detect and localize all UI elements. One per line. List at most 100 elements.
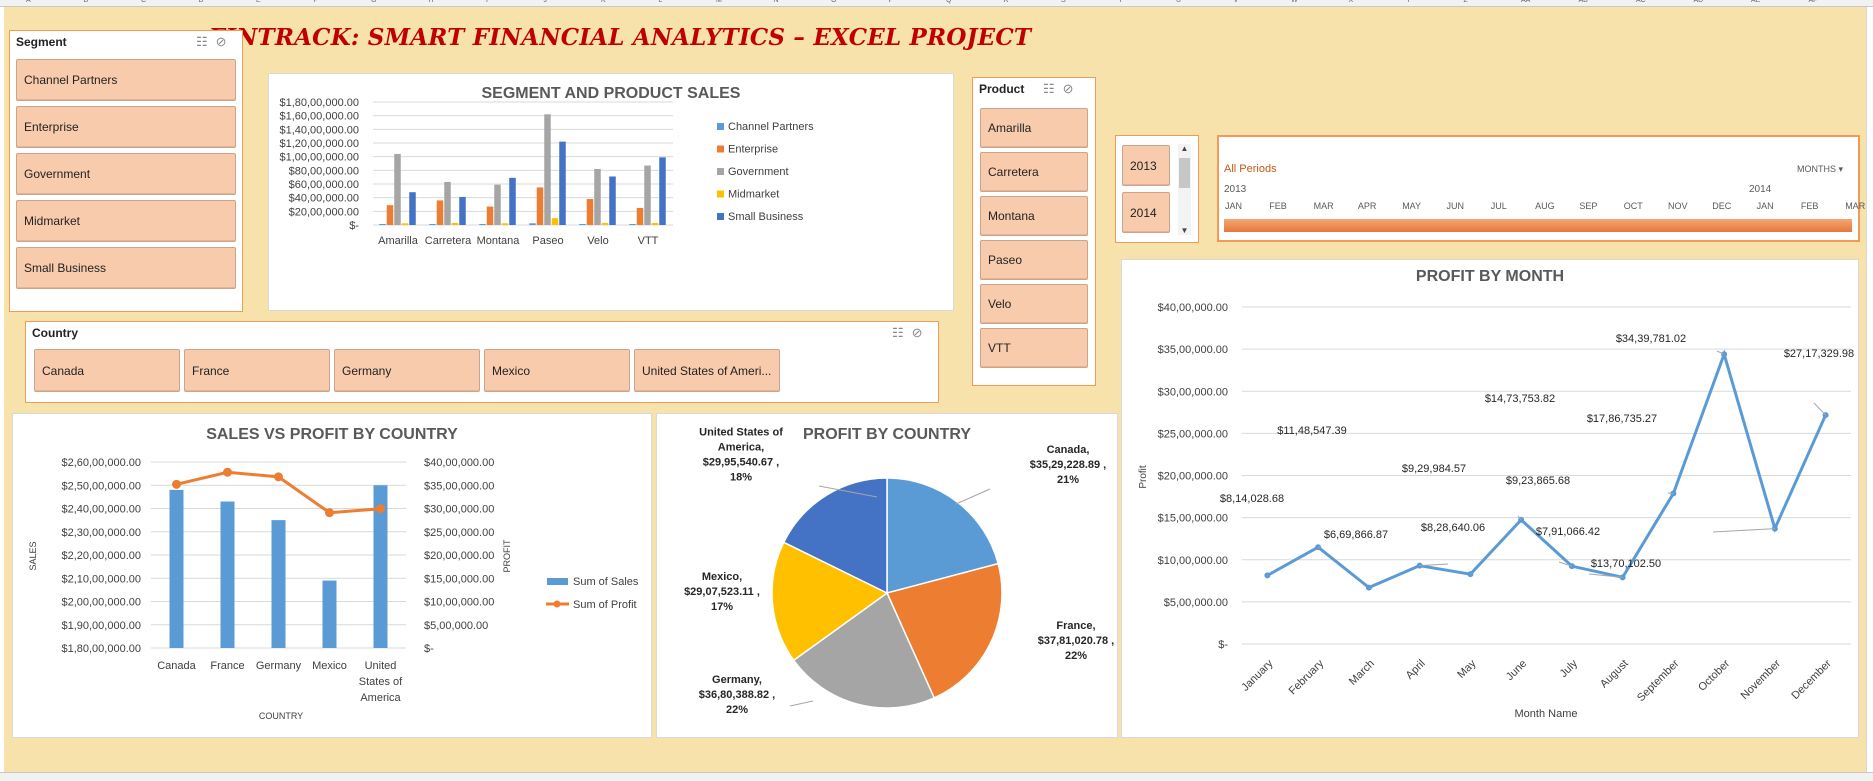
y-tick-label: $1,80,00,000.00 <box>279 97 359 109</box>
scroll-up-icon[interactable]: ▲ <box>1178 144 1191 153</box>
pie-data-label: America, <box>718 442 764 454</box>
timeline-month-14[interactable]: MAR <box>1845 201 1865 211</box>
product-item-velo[interactable]: Velo <box>980 284 1088 324</box>
column-header-i: I <box>486 0 488 4</box>
bar-montana-midmarket <box>502 223 509 225</box>
profit-by-country-chart: PROFIT BY COUNTRY Canada,$35,29,228.89 ,… <box>656 413 1118 738</box>
legend-swatch <box>717 146 724 153</box>
clear-filter-icon[interactable]: ⊘ <box>216 34 227 49</box>
multi-select-icon[interactable]: ☷ <box>892 325 904 340</box>
sales-bar-mexico <box>323 581 337 648</box>
x-axis-label: COUNTRY <box>259 711 303 721</box>
bar-vtt-enterprise <box>637 208 644 225</box>
y-axis-label: SALES <box>28 541 38 570</box>
timeline-month-13[interactable]: FEB <box>1801 201 1819 211</box>
leader-line <box>1713 529 1775 532</box>
product-item-amarilla[interactable]: Amarilla <box>980 108 1088 148</box>
bar-amarilla-enterprise <box>387 205 394 225</box>
column-header-af: AF <box>1809 0 1818 4</box>
chevron-down-icon: ▾ <box>1839 164 1844 174</box>
country-item-mexico[interactable]: Mexico <box>484 349 630 392</box>
segment-slicer-header: Segment <box>16 35 67 49</box>
timeline-month-12[interactable]: JAN <box>1757 201 1774 211</box>
segment-item-midmarket[interactable]: Midmarket <box>16 200 236 242</box>
country-item-united-states[interactable]: United States of Ameri... <box>634 349 780 392</box>
year-slicer-scrollbar[interactable]: ▲ ▼ <box>1178 144 1191 235</box>
bar-velo-midmarket <box>602 223 609 225</box>
column-header-j: J <box>544 0 548 4</box>
multi-select-icon[interactable]: ☷ <box>1043 81 1055 96</box>
y-tick-label: $5,00,000.00 <box>1164 597 1228 609</box>
y2-tick-label: $35,00,000.00 <box>424 480 494 492</box>
timeline-month-9[interactable]: OCT <box>1624 201 1643 211</box>
timeline-month-0[interactable]: JAN <box>1225 201 1242 211</box>
timeline-level-dropdown[interactable]: MONTHS ▾ <box>1797 164 1843 175</box>
y2-tick-label: $15,00,000.00 <box>424 573 494 585</box>
timeline-month-10[interactable]: NOV <box>1668 201 1688 211</box>
point-data-label: $34,39,781.02 <box>1616 333 1686 345</box>
product-item-paseo[interactable]: Paseo <box>980 240 1088 280</box>
y2-tick-label: $25,00,000.00 <box>424 527 494 539</box>
bar-montana-channel-partners <box>479 224 486 225</box>
legend-item-sum-of-profit: Sum of Profit <box>573 599 637 611</box>
timeline-month-6[interactable]: JUL <box>1491 201 1507 211</box>
pie-data-label: $37,81,020.78 , <box>1038 635 1114 647</box>
timeline-month-4[interactable]: MAY <box>1402 201 1421 211</box>
scroll-down-icon[interactable]: ▼ <box>1178 226 1191 235</box>
product-item-carretera[interactable]: Carretera <box>980 152 1088 192</box>
product-item-montana[interactable]: Montana <box>980 196 1088 236</box>
country-item-germany[interactable]: Germany <box>334 349 480 392</box>
column-header-aa: AA <box>1521 0 1530 4</box>
timeline-month-8[interactable]: SEP <box>1579 201 1597 211</box>
year-item-2014[interactable]: 2014 <box>1122 192 1170 233</box>
column-header-s: S <box>1061 0 1066 4</box>
year-item-2013[interactable]: 2013 <box>1122 145 1170 186</box>
product-item-vtt[interactable]: VTT <box>980 328 1088 368</box>
segment-item-government[interactable]: Government <box>16 153 236 195</box>
legend-marker <box>554 601 561 608</box>
timeline-year-2013: 2013 <box>1224 184 1246 195</box>
timeline-bar[interactable] <box>1224 219 1852 232</box>
segment-item-channel-partners[interactable]: Channel Partners <box>16 59 236 101</box>
clear-filter-icon[interactable]: ⊘ <box>1063 81 1074 96</box>
y2-axis-label: PROFIT <box>502 539 512 573</box>
pie-data-label: $29,07,523.11 , <box>684 586 760 598</box>
timeline-month-5[interactable]: JUN <box>1447 201 1465 211</box>
pie-data-label: Mexico, <box>702 571 742 583</box>
pie-data-label: United States of <box>699 427 783 439</box>
country-item-france[interactable]: France <box>184 349 330 392</box>
timeline-month-2[interactable]: MAR <box>1314 201 1334 211</box>
x-tick-label: Germany <box>256 660 302 672</box>
pie-data-label: France, <box>1056 620 1095 632</box>
bar-montana-enterprise <box>487 207 494 225</box>
y2-tick-label: $20,00,000.00 <box>424 550 494 562</box>
segment-item-small-business[interactable]: Small Business <box>16 247 236 289</box>
point-data-label: $8,14,028.68 <box>1220 493 1284 505</box>
column-header-r: R <box>1004 0 1009 4</box>
x-tick-label: Mexico <box>312 660 347 672</box>
y-tick-label: $60,00,000.00 <box>289 179 359 191</box>
timeline-month-7[interactable]: AUG <box>1535 201 1555 211</box>
sales-vs-profit-chart: SALES VS PROFIT BY COUNTRY $1,80,00,000.… <box>12 413 652 738</box>
profit-point-october <box>1721 351 1727 357</box>
multi-select-icon[interactable]: ☷ <box>196 34 208 49</box>
bar-velo-government <box>594 169 601 225</box>
y-tick-label: $1,20,00,000.00 <box>279 138 359 150</box>
x-tick-label-march: March <box>1347 658 1377 688</box>
leader-line <box>1814 403 1826 415</box>
x-tick-label-december: December <box>1789 657 1834 702</box>
column-header-v: V <box>1234 0 1239 4</box>
segment-slicer: Segment ☷ ⊘ Channel Partners Enterprise G… <box>9 30 243 312</box>
profit-point-canada <box>172 480 181 489</box>
scroll-thumb[interactable] <box>1179 158 1190 188</box>
column-header-w: W <box>1291 0 1298 4</box>
clear-filter-icon[interactable]: ⊘ <box>912 325 923 340</box>
timeline-month-1[interactable]: FEB <box>1269 201 1287 211</box>
segment-item-enterprise[interactable]: Enterprise <box>16 106 236 148</box>
timeline-level-value: MONTHS <box>1797 164 1836 174</box>
timeline-month-3[interactable]: APR <box>1358 201 1377 211</box>
timeline-month-11[interactable]: DEC <box>1712 201 1731 211</box>
bar-vtt-government <box>644 166 651 225</box>
country-item-canada[interactable]: Canada <box>34 349 180 392</box>
